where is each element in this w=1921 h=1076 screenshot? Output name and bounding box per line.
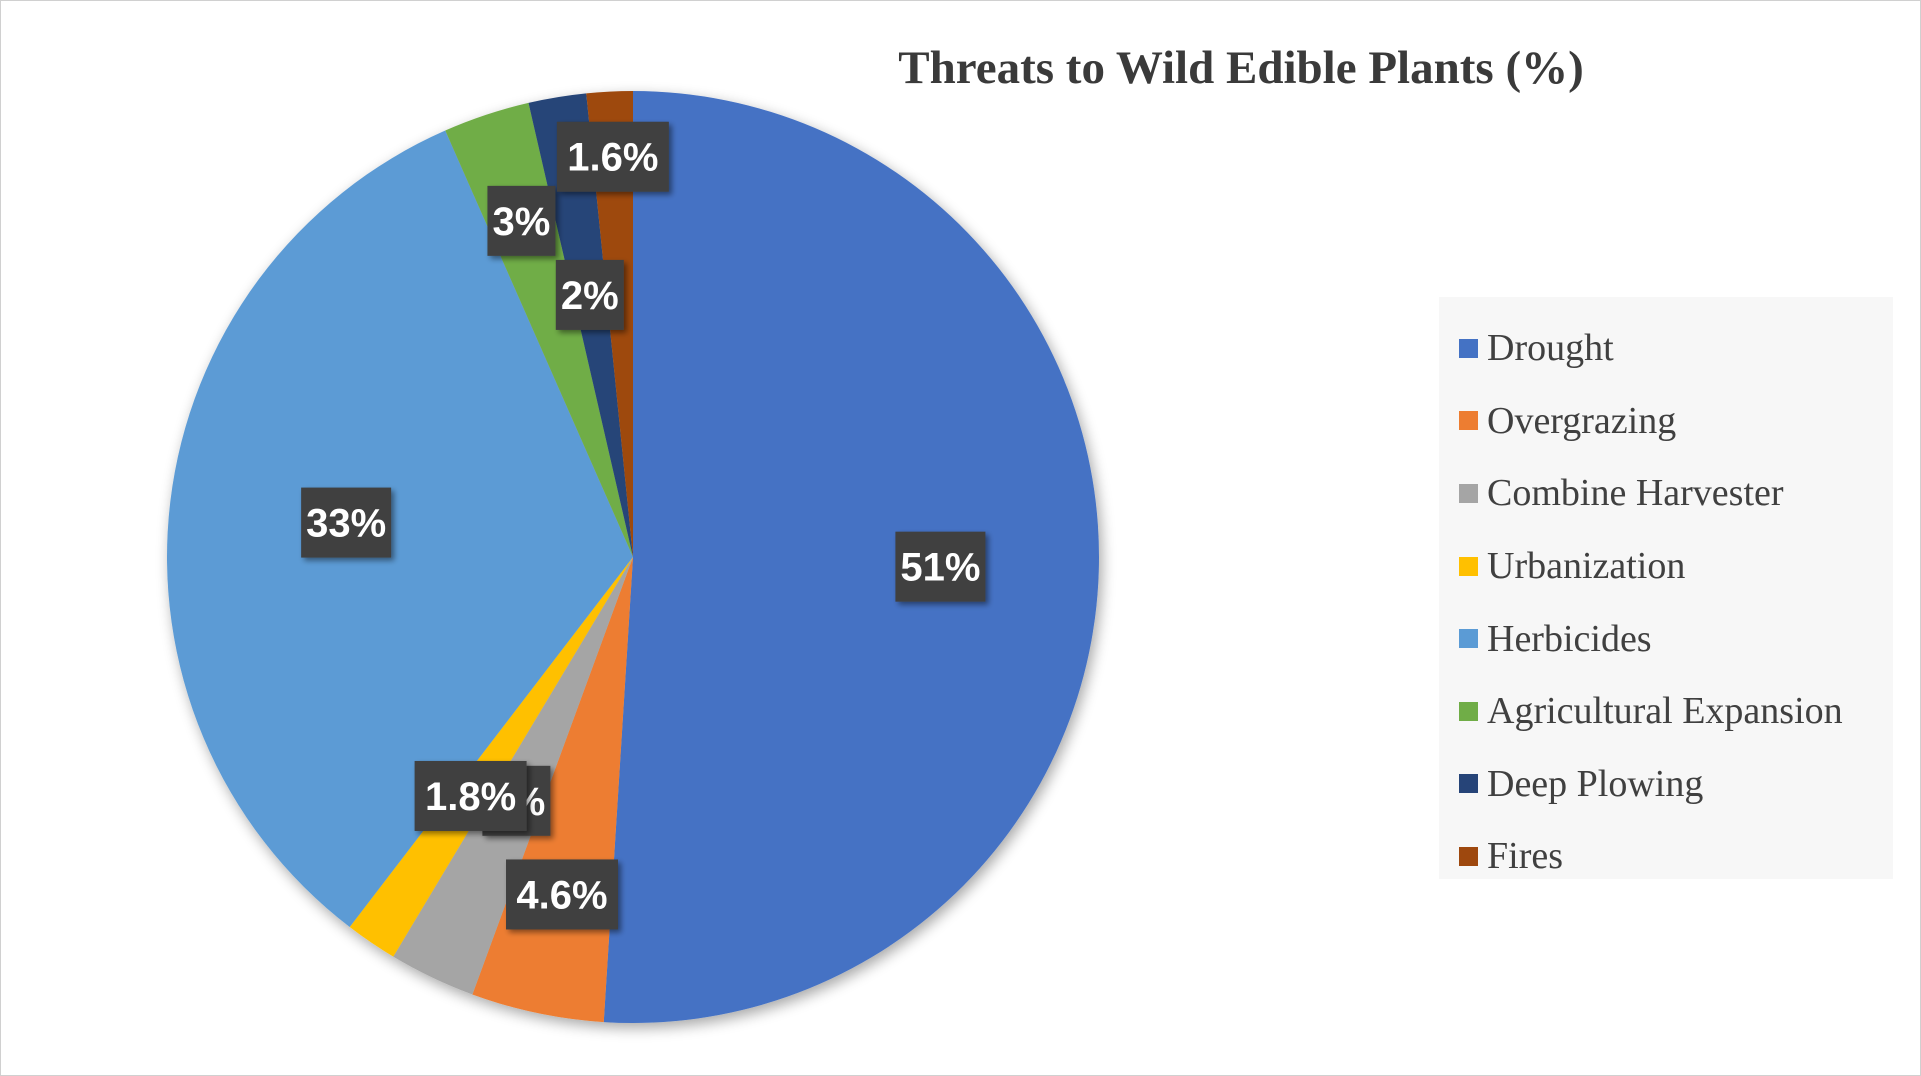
legend-item-herbicides: Herbicides xyxy=(1439,602,1893,675)
svg-text:51%: 51% xyxy=(900,546,980,590)
legend-swatch xyxy=(1459,846,1478,866)
legend-item-urbanization: Urbanization xyxy=(1439,530,1893,603)
legend-item-drought: Drought xyxy=(1439,312,1893,385)
legend-label: Deep Plowing xyxy=(1487,762,1704,805)
legend-label: Agricultural Expansion xyxy=(1487,690,1843,733)
legend-swatch xyxy=(1459,411,1478,431)
pie-slice-urbanization xyxy=(349,557,633,957)
svg-text:3%: 3% xyxy=(493,200,551,244)
legend-label: Urbanization xyxy=(1487,545,1686,588)
legend-swatch xyxy=(1459,338,1478,358)
legend-swatch xyxy=(1459,483,1478,503)
legend-label: Overgrazing xyxy=(1487,399,1677,442)
data-label-agricultural-expansion: 3% xyxy=(487,185,556,256)
legend-label: Herbicides xyxy=(1487,617,1652,660)
pie-slice-drought xyxy=(603,91,1100,1023)
data-label-drought: 51% xyxy=(895,531,986,602)
svg-text:1.8%: 1.8% xyxy=(425,775,516,819)
svg-text:4.6%: 4.6% xyxy=(516,873,607,917)
legend-swatch xyxy=(1459,629,1478,649)
legend-item-combine-harvester: Combine Harvester xyxy=(1439,457,1893,530)
data-label-fires: 1.6% xyxy=(556,121,669,192)
data-label-deep-plowing: 2% xyxy=(555,259,624,330)
data-label-overgrazing: 4.6% xyxy=(506,859,619,930)
pie-slice-herbicides xyxy=(167,130,633,927)
legend: Drought Overgrazing Combine Harvester Urban… xyxy=(1439,297,1893,879)
legend-swatch xyxy=(1459,556,1478,576)
legend-label: Fires xyxy=(1487,835,1563,878)
legend-item-fires: Fires xyxy=(1439,820,1893,893)
svg-text:2%: 2% xyxy=(561,274,619,318)
legend-swatch xyxy=(1459,701,1478,721)
data-label-urbanization: 1.8% xyxy=(414,760,527,831)
chart-title: Threats to Wild Edible Plants (%) xyxy=(898,42,1584,94)
svg-text:33%: 33% xyxy=(306,502,386,546)
legend-label: Drought xyxy=(1487,327,1614,370)
legend-swatch xyxy=(1459,774,1478,794)
legend-item-agricultural-expansion: Agricultural Expansion xyxy=(1439,675,1893,748)
legend-label: Combine Harvester xyxy=(1487,472,1784,515)
svg-text:1.6%: 1.6% xyxy=(567,136,658,180)
data-label-herbicides: 33% xyxy=(301,487,392,558)
legend-item-overgrazing: Overgrazing xyxy=(1439,385,1893,458)
legend-item-deep-plowing: Deep Plowing xyxy=(1439,748,1893,821)
